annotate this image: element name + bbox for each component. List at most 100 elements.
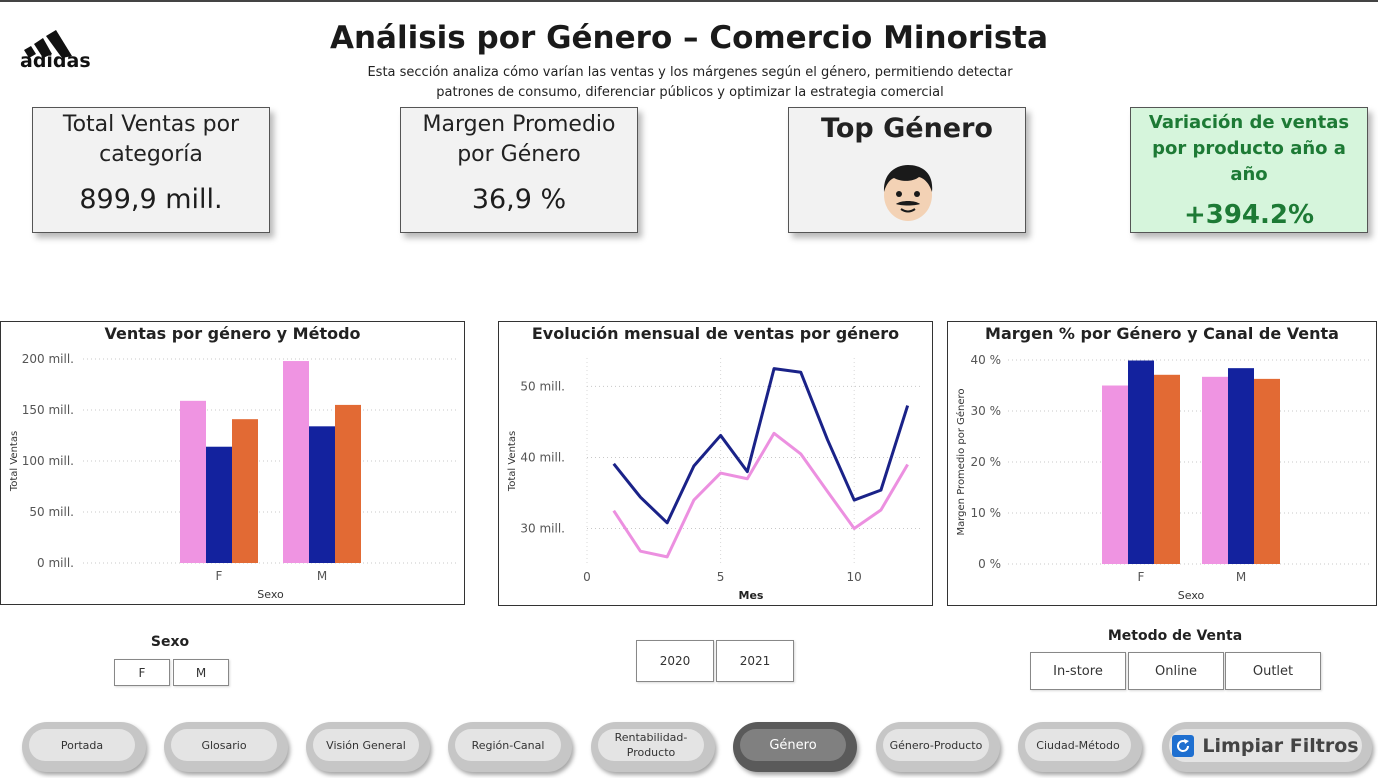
subtitle-line-2: patrones de consumo, diferenciar público… [436, 85, 944, 100]
page-subtitle: Esta sección analiza cómo varían las ven… [360, 63, 1020, 103]
chart-evolucion-mensual[interactable]: Evolución mensual de ventas por género 3… [498, 321, 933, 606]
chart-ventas-genero-metodo[interactable]: Ventas por género y Método 0 mill. 50 mil… [0, 321, 465, 605]
y-tick-label: 0 mill. [37, 556, 74, 570]
x-axis-label: Mes [739, 589, 764, 602]
bar-F-1 [206, 446, 232, 563]
x-tick-label: 5 [717, 570, 725, 584]
bar-M-1 [309, 426, 335, 563]
series-line-1 [612, 431, 909, 559]
slicer-year-2021[interactable]: 2021 [716, 640, 794, 682]
nav-glosario-button[interactable]: Glosario [164, 722, 288, 772]
nav-genero-button[interactable]: Género [733, 722, 857, 772]
adidas-logo-icon [24, 30, 72, 58]
kpi-variacion-title: Variación de ventas por producto año a a… [1131, 110, 1367, 188]
slicer-sexo-title: Sexo [150, 634, 190, 650]
male-face-icon [883, 165, 933, 221]
kpi-margen-card: Margen Promedio por Género 36,9 % [400, 107, 638, 233]
kpi-margen-title-line1: Margen Promedio [422, 112, 616, 137]
nav-ciudad-metodo-button[interactable]: Ciudad-Método [1018, 722, 1142, 772]
bar-M-1 [1228, 368, 1254, 564]
x-tick-label: M [317, 569, 327, 583]
top-border [0, 0, 1378, 2]
chart-title: Ventas por género y Método [104, 324, 361, 343]
bar-F-0 [1102, 385, 1128, 564]
bar-F-1 [1128, 360, 1154, 564]
chart-ventas-genero-metodo-svg: 0 mill. 50 mill. 100 mill. 150 mill. 200 mil… [9, 352, 459, 601]
y-tick-label: 50 mill. [520, 379, 565, 393]
kpi-variacion-value: +394.2% [1183, 200, 1315, 230]
nav-genero-producto-button[interactable]: Género-Producto [876, 722, 1000, 772]
nav-portada-label: Portada [29, 729, 135, 761]
y-tick-label: 100 mill. [22, 454, 74, 468]
kpi-total-ventas-title-line2: categoría [99, 142, 203, 167]
y-tick-label: 30 % [971, 404, 1002, 418]
nav-region-canal-button[interactable]: Región-Canal [448, 722, 572, 772]
chart-margen-genero-canal-svg: 0 % 10 % 20 % 30 % 40 % F M Sexo Margen Promedio… [955, 353, 1372, 602]
kpi-total-ventas-value: 899,9 mill. [79, 184, 223, 215]
nav-region-canal-label: Región-Canal [455, 729, 561, 761]
page-title: Análisis por Género – Comercio Minorista [329, 20, 1049, 56]
subtitle-line-1: Esta sección analiza cómo varían las ven… [367, 65, 1013, 80]
refresh-icon [1172, 734, 1195, 757]
y-tick-label: 0 % [978, 557, 1001, 571]
slicer-metodo-online[interactable]: Online [1128, 652, 1224, 690]
kpi-margen-value: 36,9 % [471, 184, 567, 215]
kpi-margen-title: Margen Promedio por Género [401, 110, 637, 170]
y-axis-label: Margen Promedio por Género [955, 388, 967, 535]
clear-filters-inner: Limpiar Filtros [1169, 729, 1362, 762]
x-tick-label: F [1138, 570, 1145, 584]
y-tick-label: 50 mill. [29, 505, 74, 519]
nav-genero-producto-label: Género-Producto [883, 729, 989, 761]
y-tick-label: 10 % [971, 506, 1002, 520]
y-tick-label: 20 % [971, 455, 1002, 469]
bar-F-2 [232, 419, 258, 563]
series-line-0 [612, 367, 910, 525]
chart-margen-genero-canal[interactable]: Margen % por Género y Canal de Venta 0 %… [947, 321, 1377, 606]
nav-rentabilidad-producto-button[interactable]: Rentabilidad- Producto [591, 722, 715, 772]
nav-vision-general-button[interactable]: Visión General [306, 722, 430, 772]
y-tick-label: 30 mill. [520, 521, 565, 535]
nav-portada-button[interactable]: Portada [22, 722, 146, 772]
bar-M-0 [283, 361, 309, 563]
nav-rentabilidad-line1: Rentabilidad- [614, 731, 688, 744]
bar-M-0 [1202, 376, 1228, 564]
adidas-wordmark: adidas [20, 50, 91, 72]
y-tick-label: 150 mill. [22, 403, 74, 417]
kpi-total-ventas-title: Total Ventas por categoría [33, 110, 269, 170]
x-tick-label: 0 [583, 570, 591, 584]
clear-filters-button[interactable]: Limpiar Filtros [1162, 722, 1372, 772]
kpi-top-genero-title: Top Género [821, 113, 993, 144]
y-tick-label: 40 % [971, 353, 1002, 367]
kpi-variacion-card: Variación de ventas por producto año a a… [1130, 107, 1368, 233]
slicer-sexo-f[interactable]: F [114, 659, 170, 686]
x-axis-label: Sexo [257, 588, 284, 601]
slicer-metodo-title: Metodo de Venta [1107, 628, 1243, 644]
clear-filters-label: Limpiar Filtros [1202, 734, 1359, 757]
bar-M-2 [1254, 378, 1280, 564]
nav-rentabilidad-producto-label: Rentabilidad- Producto [598, 729, 704, 761]
nav-ciudad-metodo-label: Ciudad-Método [1025, 729, 1131, 761]
kpi-variacion-title-line2: por producto año a año [1152, 138, 1346, 185]
y-axis-label: Total Ventas [507, 431, 518, 492]
chart-title: Evolución mensual de ventas por género [531, 324, 900, 343]
chart-evolucion-mensual-svg: 30 mill. 40 mill. 50 mill. 0 5 10 Mes Total Ven… [507, 358, 921, 602]
slicer-metodo-outlet[interactable]: Outlet [1225, 652, 1321, 690]
nav-glosario-label: Glosario [171, 729, 277, 761]
kpi-margen-title-line2: por Género [457, 142, 581, 167]
x-axis-label: Sexo [1178, 589, 1205, 602]
chart-title: Margen % por Género y Canal de Venta [985, 324, 1339, 343]
slicer-year-2020[interactable]: 2020 [636, 640, 714, 682]
nav-vision-general-label: Visión General [313, 729, 419, 761]
slicer-metodo-in-store[interactable]: In-store [1030, 652, 1126, 690]
bar-F-2 [1154, 374, 1180, 564]
slicer-sexo-m[interactable]: M [173, 659, 229, 686]
x-tick-label: M [1236, 570, 1246, 584]
y-tick-label: 200 mill. [22, 352, 74, 366]
kpi-variacion-title-line1: Variación de ventas [1148, 112, 1350, 133]
x-tick-label: 10 [847, 570, 862, 584]
x-tick-label: F [216, 569, 223, 583]
bar-F-0 [180, 400, 206, 563]
nav-genero-label: Género [740, 729, 846, 761]
kpi-total-ventas-card: Total Ventas por categoría 899,9 mill. [32, 107, 270, 233]
kpi-total-ventas-title-line1: Total Ventas por [62, 112, 240, 137]
